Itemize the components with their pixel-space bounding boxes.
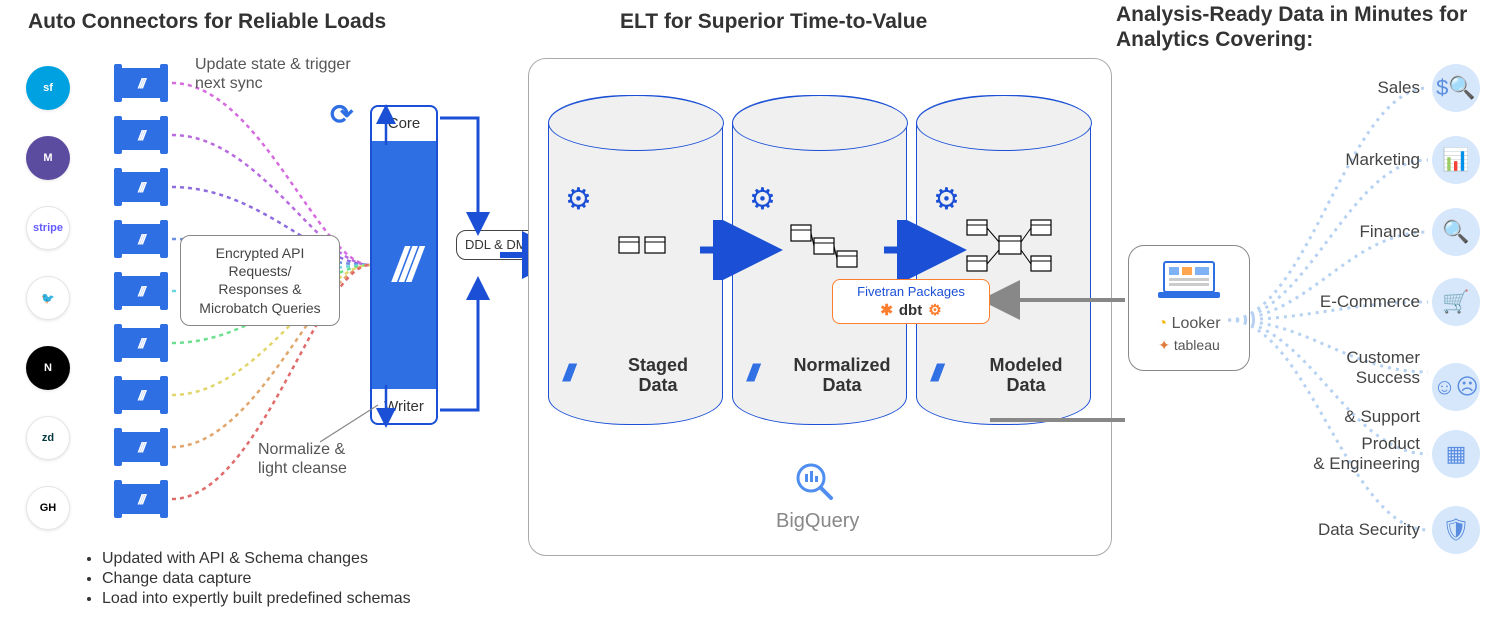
tables-normalized <box>790 224 860 275</box>
api-info-box: Encrypted API Requests/ Responses & Micr… <box>180 235 340 326</box>
gear-icon: ⚙ <box>933 182 960 217</box>
cylinder-staged: ⚙ /// StagedData <box>548 95 723 425</box>
source-zendesk-icon: zd <box>26 416 70 460</box>
connector-pipe-6: /// <box>116 328 166 358</box>
gear-icon: ⚙ <box>749 182 776 217</box>
tables-modeled <box>965 218 1055 279</box>
connector-pipe-5: /// <box>116 276 166 306</box>
sync-label: Update state & trigger next sync <box>195 55 355 93</box>
connector-pipe-3: /// <box>116 172 166 202</box>
gear-icon: ⚙ <box>565 182 592 217</box>
connector-pipe-8: /// <box>116 432 166 462</box>
source-twitter-icon: 🐦 <box>26 276 70 320</box>
fivetran-engine: Core /// Writer <box>370 105 438 425</box>
sync-icon: ⟳ <box>330 98 353 131</box>
bullet-3: Load into expertly built predefined sche… <box>102 590 411 608</box>
product-icon: ▦ <box>1432 430 1480 478</box>
source-stripe-icon: stripe <box>26 206 70 250</box>
finance-icon: 🔍 <box>1432 208 1480 256</box>
category-sales: Sales$🔍 <box>1377 64 1480 112</box>
category-marketing: Marketing📊 <box>1345 136 1480 184</box>
category-finance: Finance🔍 <box>1360 208 1480 256</box>
pkg-dbt: dbt <box>899 302 922 319</box>
normalize-leader <box>320 400 390 450</box>
cylinder-staged-label: StagedData <box>603 355 713 396</box>
pkg-icon-star: ✱ <box>880 301 893 319</box>
bi-tableau: ✦ tableau <box>1141 337 1237 354</box>
source-salesforce-icon: sf <box>26 66 70 110</box>
packages-box: Fivetran Packages ✱ dbt ⚙ <box>832 279 990 324</box>
sales-icon: $🔍 <box>1432 64 1480 112</box>
bullets-list: Updated with API & Schema changes Change… <box>80 548 411 610</box>
marketing-icon: 📊 <box>1432 136 1480 184</box>
bigquery-icon <box>793 460 837 504</box>
heading-right: Analysis-Ready Data in Minutes for Analy… <box>1116 2 1476 52</box>
ecommerce-icon: 🛒 <box>1432 278 1480 326</box>
category-product: Product & Engineering▦ <box>1313 430 1480 478</box>
connector-pipe-9: /// <box>116 484 166 514</box>
cylinder-normalized-label: NormalizedData <box>787 355 897 396</box>
connector-pipe-2: /// <box>116 120 166 150</box>
source-marketo-icon: M <box>26 136 70 180</box>
connector-pipe-1: /// <box>116 68 166 98</box>
category-ecommerce: E-Commerce🛒 <box>1320 278 1480 326</box>
bi-tools-box: ◔ Looker ✦ tableau <box>1128 245 1250 371</box>
bullet-1: Updated with API & Schema changes <box>102 550 411 568</box>
laptop-icon <box>1154 258 1224 302</box>
security-icon: 🛡 <box>1432 506 1480 554</box>
bigquery-label: BigQuery <box>776 510 859 533</box>
category-security: Data Security🛡 <box>1318 506 1480 554</box>
cylinder-modeled-label: ModeledData <box>971 355 1081 396</box>
engine-body: /// <box>372 141 436 389</box>
source-github-icon: GH <box>26 486 70 530</box>
bi-looker: ◔ Looker <box>1141 315 1237 333</box>
packages-title: Fivetran Packages <box>841 284 981 299</box>
customer-icon: ☺☹ <box>1432 363 1480 411</box>
connector-pipe-4: /// <box>116 224 166 254</box>
connector-pipe-7: /// <box>116 380 166 410</box>
heading-left: Auto Connectors for Reliable Loads <box>28 10 386 34</box>
bullet-2: Change data capture <box>102 570 411 588</box>
engine-core-label: Core <box>372 115 436 132</box>
pkg-icon-gear: ⚙ <box>928 301 941 319</box>
heading-center: ELT for Superior Time-to-Value <box>620 10 927 34</box>
source-netsuite-icon: N <box>26 346 70 390</box>
category-customer: Customer Success& Support☺☹ <box>1280 348 1480 426</box>
tables-staged <box>618 236 666 254</box>
